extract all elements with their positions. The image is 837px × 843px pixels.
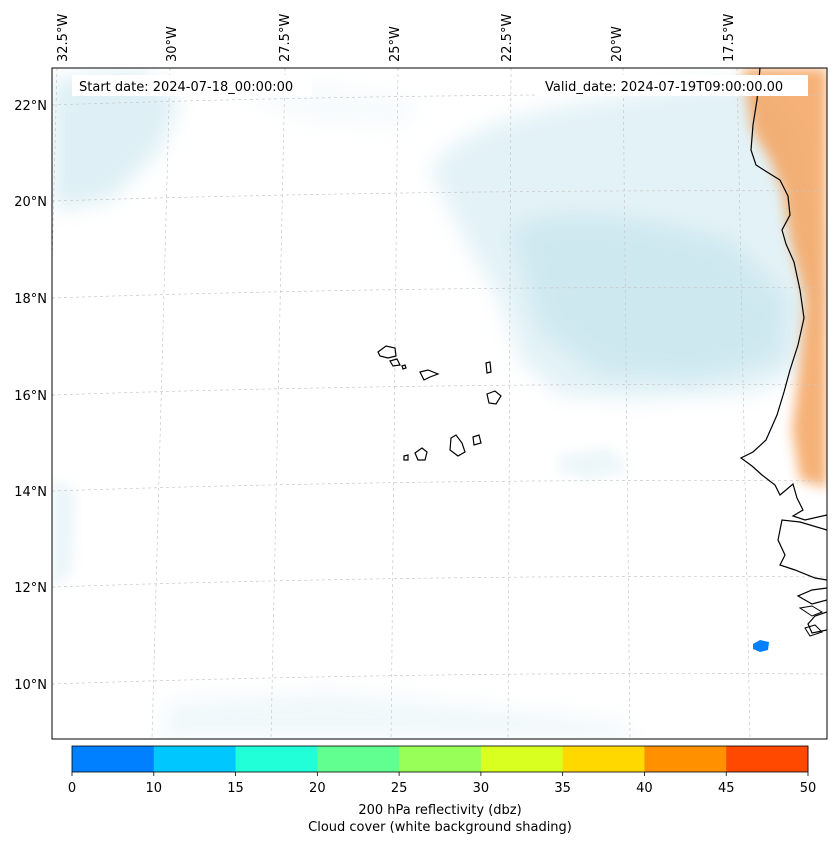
coastline-guinea-bissau — [777, 519, 827, 581]
lon-label: 32.5°W — [56, 14, 71, 62]
colorbar-bin — [399, 746, 482, 772]
colorbar-tick-label: 0 — [68, 781, 76, 796]
colorbar-bin — [153, 746, 237, 772]
gridline-lat-12n — [52, 576, 827, 588]
colorbar-bin — [480, 746, 564, 772]
gridline-lat-14n — [52, 480, 827, 492]
lat-label: 16°N — [14, 389, 47, 404]
colorbar-tick-label: 30 — [473, 781, 490, 796]
colorbar-bin — [644, 746, 727, 772]
graticule — [52, 68, 827, 739]
lon-label: 20°W — [610, 26, 625, 62]
lat-label: 22°N — [14, 99, 47, 114]
cloud-patch-north — [230, 85, 420, 130]
island-boa-vista — [486, 390, 502, 405]
cloud-region-south — [160, 690, 640, 739]
colorbar-label-cloud-cover: Cloud cover (white background shading) — [308, 820, 572, 835]
island-sao-nicolau — [419, 369, 440, 381]
gridline-lon-20w — [622, 68, 631, 739]
lon-label: 22.5°W — [500, 14, 515, 62]
colorbar-tick-label: 35 — [554, 781, 571, 796]
cloud-region-northwest — [52, 70, 180, 210]
lon-label: 25°W — [388, 26, 403, 62]
colorbar-tick-label: 25 — [391, 781, 408, 796]
valid-date-label: Valid_date: 2024-07-19T09:00:00.00 — [545, 80, 783, 95]
valid-date-box — [538, 75, 808, 96]
lat-label: 18°N — [14, 292, 47, 307]
gridline-lat-18n — [52, 287, 827, 299]
colorbar-bin — [317, 746, 400, 772]
cape-verde-islands — [377, 345, 502, 461]
reflectivity-cell — [753, 640, 769, 652]
island-santa-luzia — [401, 364, 407, 370]
map-panel: Start date: 2024-07-18_00:00:00 Valid_da… — [52, 68, 827, 739]
cloud-region-east-core — [510, 214, 790, 380]
lon-label: 27.5°W — [278, 14, 293, 62]
island-santiago — [449, 434, 466, 457]
island-fogo — [414, 447, 428, 461]
island-sal — [485, 361, 492, 374]
island-bijagos-2 — [804, 624, 823, 637]
start-date-label: Start date: 2024-07-18_00:00:00 — [79, 80, 293, 95]
colorbar-tick-label: 10 — [146, 781, 163, 796]
gridline-lon-25w — [390, 68, 399, 739]
island-bijagos-1 — [798, 605, 824, 617]
map-frame — [51, 67, 828, 740]
gridline-lon-22-5w — [507, 68, 512, 739]
cloud-cover-shading — [52, 70, 820, 739]
coastline-bijagos — [807, 611, 827, 634]
island-santo-antao — [377, 345, 397, 359]
colorbar-tick-label: 40 — [636, 781, 653, 796]
start-date-box — [72, 75, 312, 96]
colorbar-bin — [72, 746, 155, 772]
colorbar-bin — [235, 746, 318, 772]
colorbar-tick-label: 20 — [309, 781, 326, 796]
colorbar-label-reflectivity: 200 hPa reflectivity (dbz) — [358, 803, 521, 818]
colorbar-bin — [726, 746, 809, 772]
lat-label: 20°N — [14, 195, 47, 210]
gridline-lon-17-5w — [736, 68, 751, 739]
coastline-africa — [739, 68, 827, 521]
gridline-lat-16n — [52, 384, 827, 396]
lon-label: 30°W — [165, 26, 180, 62]
lat-label: 12°N — [14, 581, 47, 596]
gridline-lon-27-5w — [270, 68, 286, 739]
latitude-labels: 22°N 20°N 18°N 16°N 14°N 12°N 10°N — [14, 99, 47, 693]
gridline-lat-22n — [52, 94, 827, 106]
island-brava — [403, 454, 409, 461]
colorbar-tick-label: 15 — [227, 781, 244, 796]
lon-label: 17.5°W — [722, 14, 737, 62]
gridline-lat-10n — [52, 673, 827, 685]
colorbar-frame — [71, 745, 809, 773]
island-sao-vicente — [389, 358, 401, 367]
colorbar-tick-label: 45 — [718, 781, 735, 796]
longitude-labels: 32.5°W 30°W 27.5°W 25°W 22.5°W 20°W 17.5… — [56, 14, 737, 62]
colorbar: 0 10 15 20 25 30 35 40 45 50 — [68, 745, 817, 796]
island-maio — [472, 434, 482, 446]
colorbar-tick-label: 50 — [800, 781, 817, 796]
land-warm-shading — [742, 68, 827, 488]
colorbar-bin — [562, 746, 645, 772]
lat-label: 14°N — [14, 485, 47, 500]
lat-label: 10°N — [14, 678, 47, 693]
coastline-guinea — [796, 587, 827, 605]
gridline-lat-20n — [52, 190, 827, 202]
gridline-lon-30w — [151, 68, 171, 739]
cloud-patch — [560, 448, 630, 480]
cloud-region-west — [52, 480, 75, 590]
